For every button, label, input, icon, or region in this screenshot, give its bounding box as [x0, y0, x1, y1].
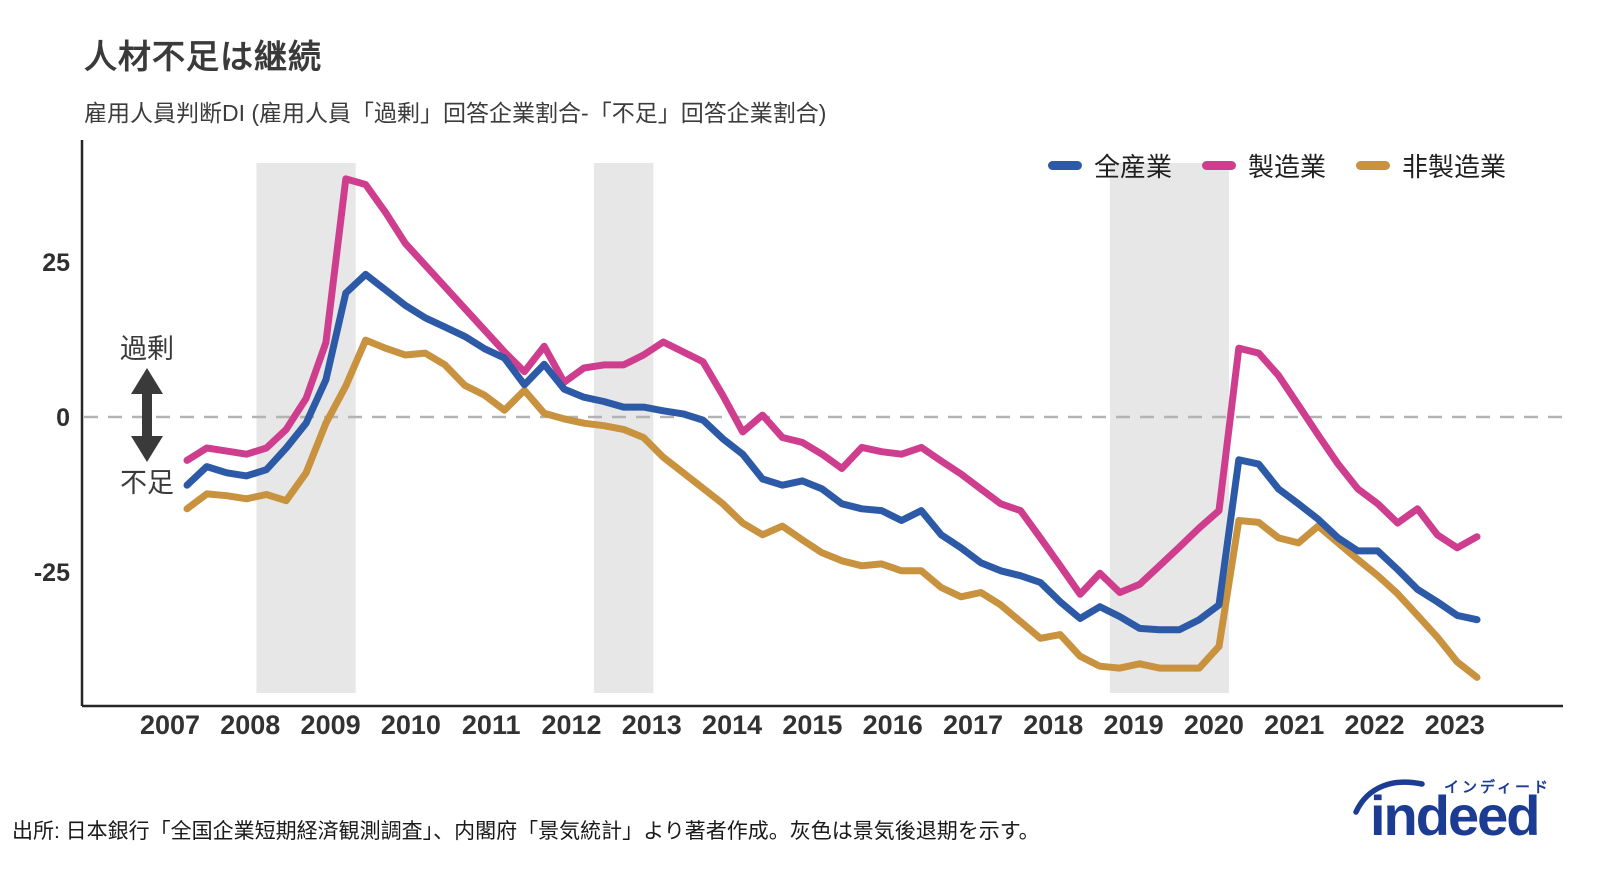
x-tick-label: 2019 — [1104, 710, 1164, 740]
annotation-shortage-label: 不足 — [120, 468, 174, 498]
x-tick-label: 2014 — [702, 710, 762, 740]
chart-subtitle: 雇用人員判断DI (雇用人員「過剰」回答企業割合-「不足」回答企業割合) — [84, 100, 827, 126]
x-tick-label: 2012 — [541, 710, 601, 740]
x-tick-label: 2020 — [1184, 710, 1244, 740]
page-title: 人材不足は継続 — [84, 38, 322, 75]
legend-label: 全産業 — [1094, 152, 1173, 182]
legend-item-all-industries: 全産業 — [1048, 147, 1172, 184]
x-tick-label: 2010 — [381, 710, 441, 740]
x-tick-label: 2016 — [863, 710, 923, 740]
source-note: 出所: 日本銀行「全国企業短期経済観測調査」、内閣府「景気統計」より著者作成。灰… — [12, 820, 1040, 843]
legend-item-manufacturing: 製造業 — [1202, 147, 1326, 184]
legend-item-non-manufacturing: 非製造業 — [1356, 147, 1506, 184]
x-tick-label: 2008 — [220, 710, 280, 740]
x-tick-label: 2023 — [1425, 710, 1485, 740]
x-tick-label: 2018 — [1023, 710, 1083, 740]
legend-label: 製造業 — [1248, 152, 1327, 182]
indeed-logo-wordmark: indeed — [1370, 784, 1540, 847]
legend-swatch-manufacturing-icon — [1202, 161, 1237, 170]
line-non-manufacturing — [183, 336, 1481, 681]
y-tick-label: 0 — [56, 404, 70, 432]
arrow-up-icon — [131, 368, 163, 394]
arrow-down-icon — [131, 436, 163, 462]
arrow-shaft-icon — [142, 391, 152, 439]
x-tick-label: 2015 — [782, 710, 842, 740]
line-all-industries — [183, 270, 1481, 634]
x-tick-label: 2007 — [140, 710, 200, 740]
legend-swatch-non-manufacturing-icon — [1356, 161, 1391, 170]
legend-swatch-all-industries-icon — [1048, 161, 1082, 170]
annotation-excess-label: 過剰 — [120, 334, 174, 364]
x-tick-label: 2021 — [1264, 710, 1324, 740]
indeed-logo: インディード indeed — [1338, 776, 1553, 864]
indeed-logo-katakana: インディード — [1444, 779, 1551, 796]
recession-band — [1109, 163, 1229, 693]
indeed-logo-arc-icon — [1353, 779, 1425, 815]
x-tick-label: 2009 — [301, 710, 361, 740]
x-tick-label: 2011 — [462, 710, 521, 740]
x-tick-label: 2013 — [622, 710, 682, 740]
x-tick-label: 2022 — [1344, 710, 1404, 740]
line-manufacturing — [183, 175, 1481, 598]
x-tick-label: 2017 — [943, 710, 1003, 740]
legend-label: 非製造業 — [1402, 152, 1507, 182]
y-tick-label: -25 — [34, 559, 70, 587]
y-tick-label: 25 — [42, 249, 70, 277]
legend: 全産業 製造業 非製造業 — [1048, 147, 1506, 184]
